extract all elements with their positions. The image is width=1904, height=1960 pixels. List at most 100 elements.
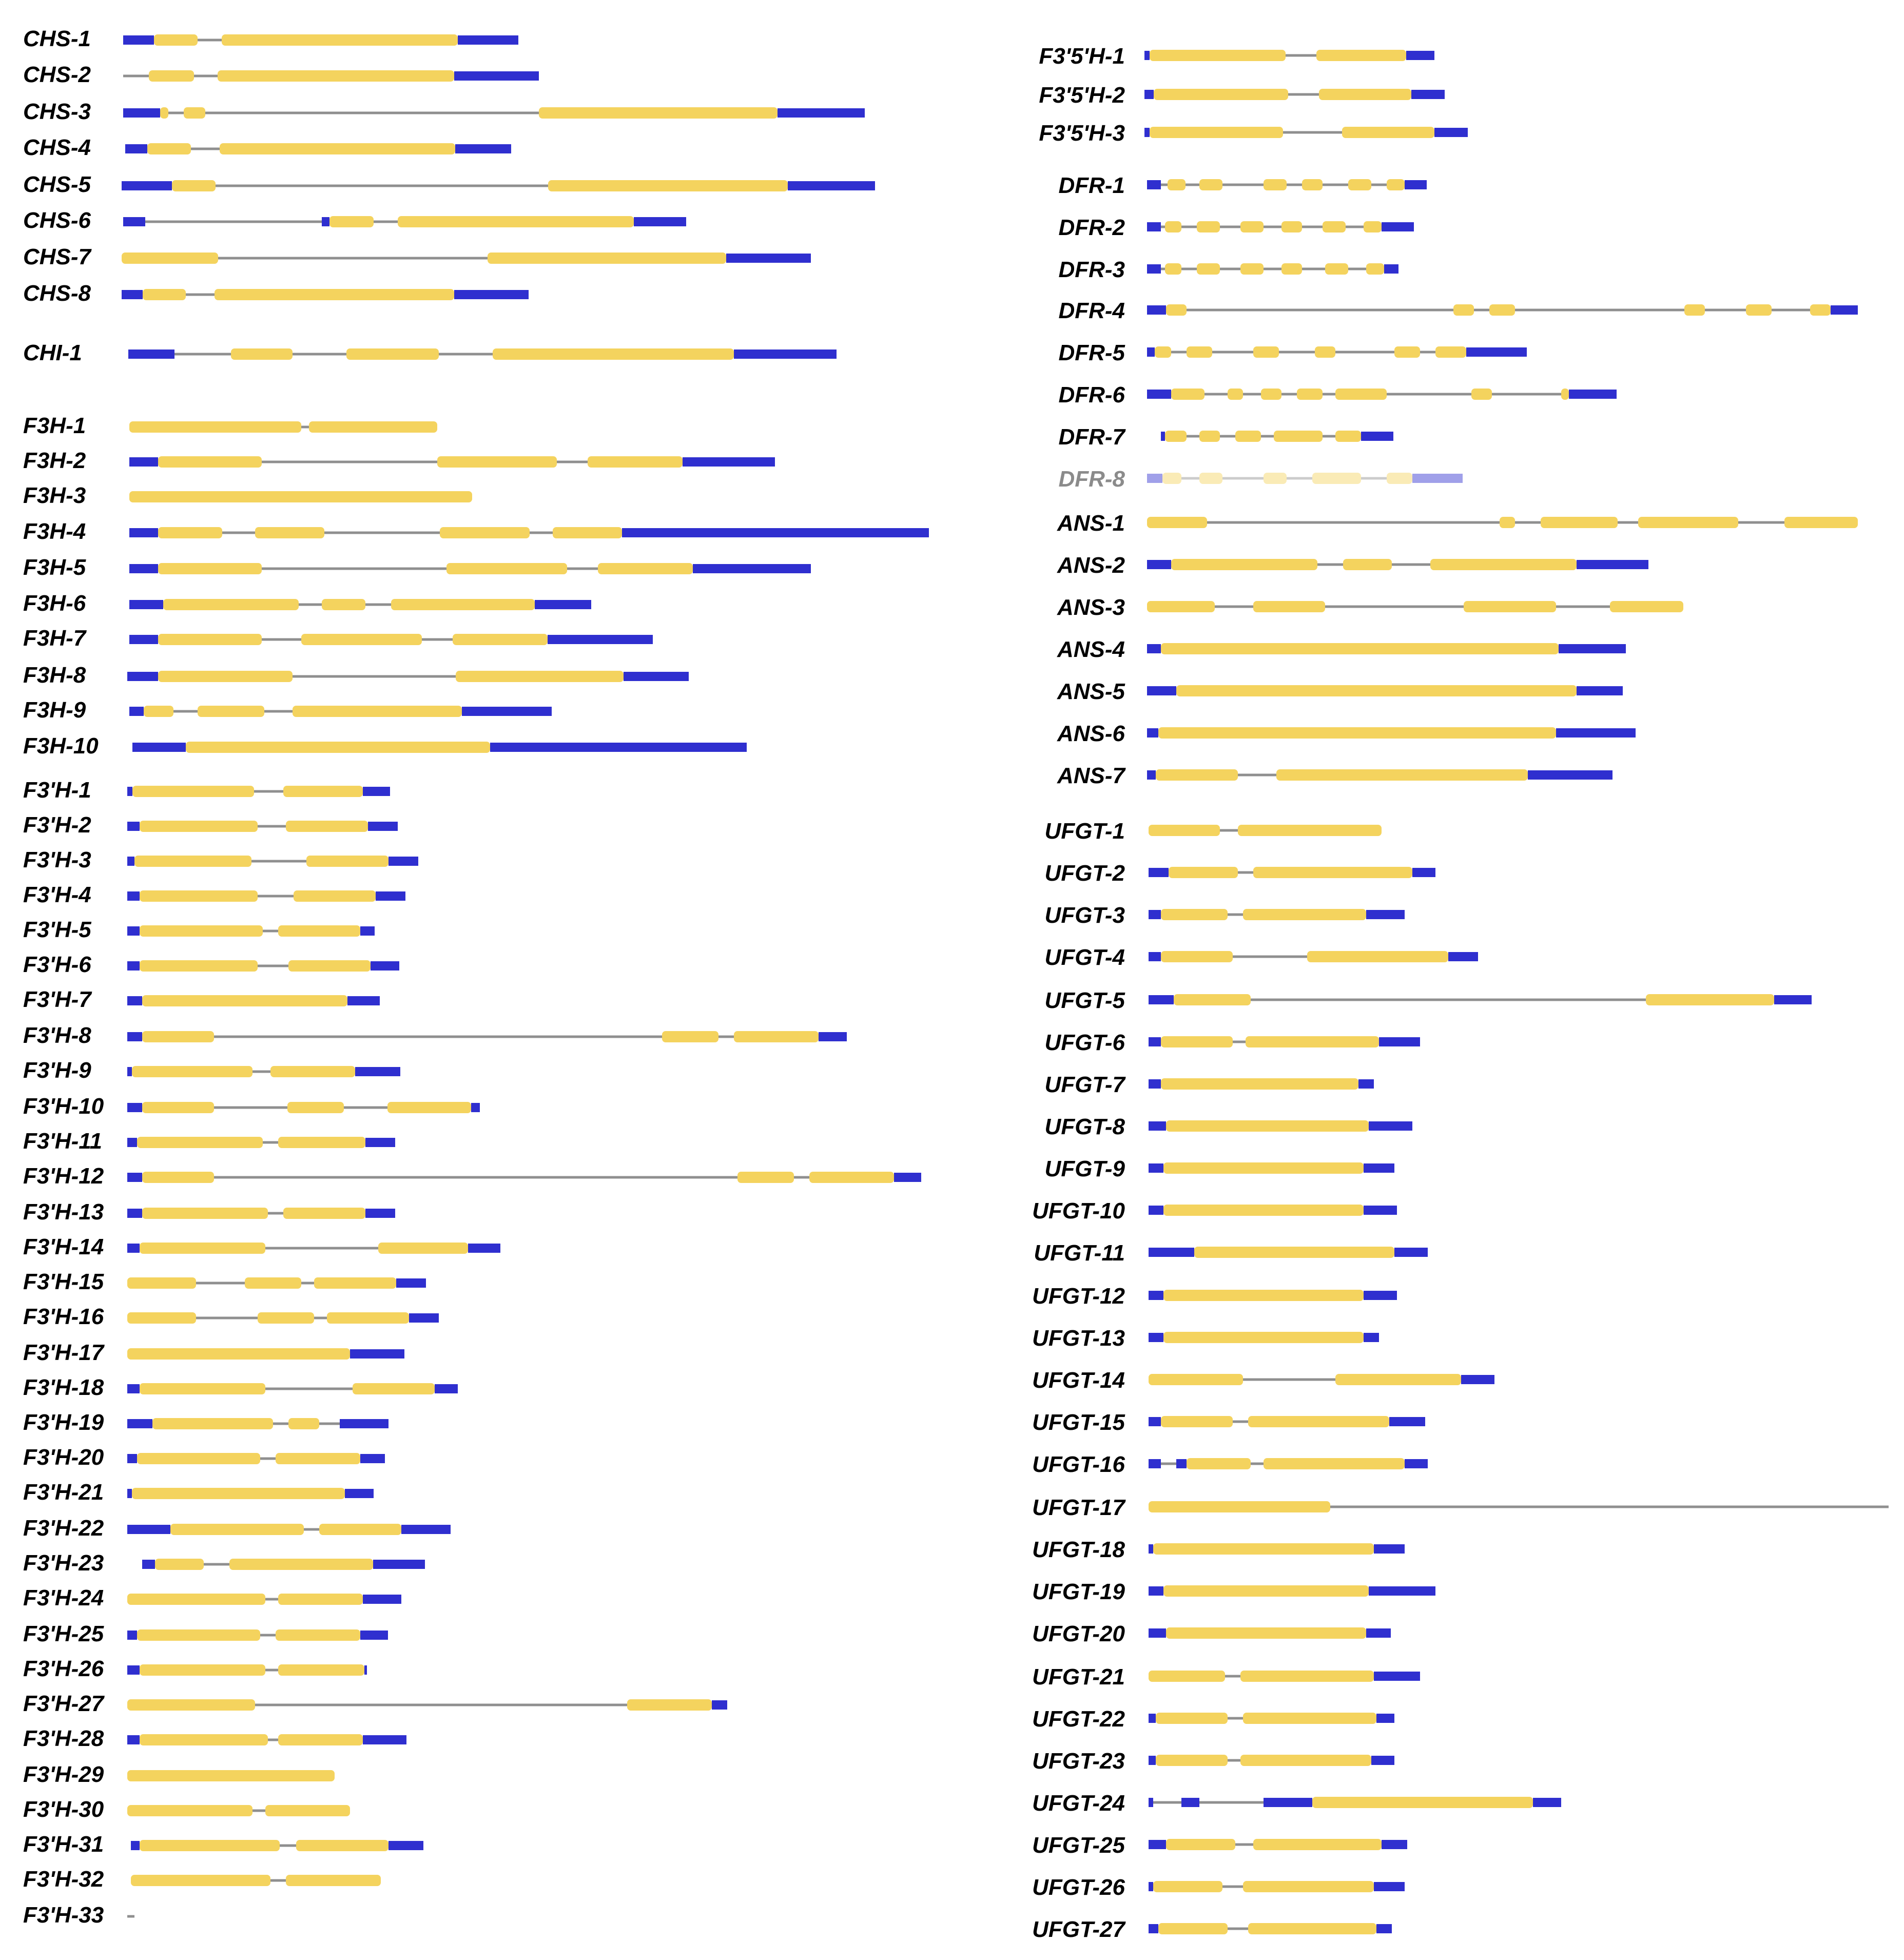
utr-block [693, 564, 811, 573]
exon-block [1150, 50, 1286, 61]
utr-block [726, 254, 811, 263]
utr-block [1147, 264, 1161, 274]
gene-label: F3'H-6 [23, 952, 91, 977]
utr-block [340, 1419, 388, 1428]
utr-block [131, 1841, 140, 1850]
exon-block [1684, 304, 1705, 316]
gene-label: F3'H-30 [23, 1797, 104, 1822]
exon-block [258, 1312, 314, 1324]
utr-block [355, 1067, 400, 1076]
utr-block [1149, 1417, 1161, 1426]
utr-block [127, 1173, 142, 1182]
exon-block [142, 1172, 214, 1183]
left_genes-gene-row: CHI-1 [23, 340, 837, 365]
utr-block [129, 635, 158, 644]
utr-block [1369, 1586, 1435, 1596]
utr-block [1149, 1798, 1153, 1807]
exon-block [1243, 1881, 1374, 1892]
utr-block [1382, 222, 1414, 231]
left_genes-gene-row: F3'H-31 [23, 1832, 423, 1857]
exon-block [456, 671, 624, 682]
left_genes-gene-row: CHS-2 [23, 62, 539, 87]
exon-block [158, 671, 293, 682]
utr-block [1264, 1798, 1312, 1807]
utr-block [1149, 1037, 1161, 1046]
utr-block [1147, 347, 1155, 357]
left_genes-gene-row: F3'H-27 [23, 1691, 727, 1716]
exon-block [127, 1699, 255, 1711]
left_genes-gene-row: F3H-9 [23, 697, 552, 723]
utr-block [388, 1841, 423, 1850]
utr-block [1149, 1882, 1153, 1891]
utr-block [1371, 1756, 1394, 1765]
exon-block [548, 180, 788, 191]
right_genes-gene-row: F3'5'H-2 [1039, 83, 1445, 108]
left_genes-gene-row: F3'H-18 [23, 1375, 458, 1400]
utr-block [127, 1209, 142, 1218]
exon-block [1156, 769, 1238, 781]
left_genes-gene-row: F3'H-3 [23, 847, 418, 872]
exon-block [129, 421, 301, 433]
right_genes-gene-row: ANS-7 [1057, 763, 1612, 788]
left_genes-gene-row: F3'H-10 [23, 1094, 480, 1119]
left_genes-gene-row: F3H-3 [23, 483, 472, 508]
right_genes-gene-row: UFGT-2 [1045, 861, 1435, 886]
left_genes-gene-row: F3'H-21 [23, 1480, 374, 1505]
exon-block [140, 1840, 280, 1851]
exon-block [1163, 1585, 1369, 1597]
exon-block [1471, 389, 1492, 400]
exon-block [1264, 179, 1287, 190]
exon-block [170, 1524, 304, 1535]
exon-block [1325, 263, 1348, 275]
utr-block [127, 857, 134, 866]
exon-block [1348, 179, 1371, 190]
utr-block [819, 1032, 847, 1041]
left_genes-gene-row: F3H-2 [23, 448, 775, 473]
left_genes-gene-row: F3'H-1 [23, 778, 390, 803]
left_genes-gene-row: F3H-6 [23, 591, 591, 616]
gene-label: ANS-3 [1057, 595, 1125, 620]
left_genes-gene-row: F3H-8 [23, 663, 689, 688]
exon-block [627, 1699, 712, 1711]
exon-block [327, 1312, 409, 1324]
exon-block [1281, 263, 1302, 275]
utr-block [1149, 1628, 1166, 1638]
gene-label: F3'H-27 [23, 1691, 105, 1716]
utr-block [454, 71, 539, 81]
exon-block [1342, 127, 1434, 138]
gene-label: DFR-1 [1058, 173, 1125, 198]
gene-label: DFR-2 [1058, 215, 1125, 240]
left_genes-gene-row: F3'H-32 [23, 1867, 381, 1892]
utr-block [1147, 686, 1176, 695]
utr-block [1149, 1248, 1194, 1257]
gene-label: DFR-4 [1058, 298, 1125, 323]
utr-block [778, 108, 865, 118]
gene-label: F3H-7 [23, 626, 87, 651]
exon-block [1315, 346, 1335, 358]
exon-block [306, 856, 388, 867]
exon-block [149, 70, 194, 82]
left_genes-gene-row: F3'H-25 [23, 1621, 388, 1646]
right_genes-gene-row: DFR-5 [1058, 340, 1527, 365]
utr-block [1556, 728, 1636, 738]
utr-block [1144, 90, 1154, 99]
utr-block [129, 528, 158, 537]
utr-block [1149, 910, 1161, 919]
gene-label: F3'H-33 [23, 1903, 104, 1928]
exon-block [1163, 1205, 1364, 1216]
utr-block [322, 217, 329, 226]
utr-block [376, 891, 405, 901]
exon-block [154, 34, 198, 46]
exon-block [1161, 1078, 1358, 1090]
right_genes-gene-row: UFGT-8 [1045, 1114, 1412, 1139]
utr-block [788, 181, 875, 190]
left_genes-gene-row: F3'H-4 [23, 882, 405, 907]
exon-block [1199, 431, 1220, 442]
utr-block [1394, 1248, 1428, 1257]
utr-block [1412, 474, 1463, 483]
utr-block [123, 217, 145, 226]
utr-block [1577, 686, 1623, 695]
utr-block [127, 1665, 140, 1675]
gene-label: DFR-8 [1058, 467, 1125, 492]
utr-block [1405, 1459, 1428, 1468]
